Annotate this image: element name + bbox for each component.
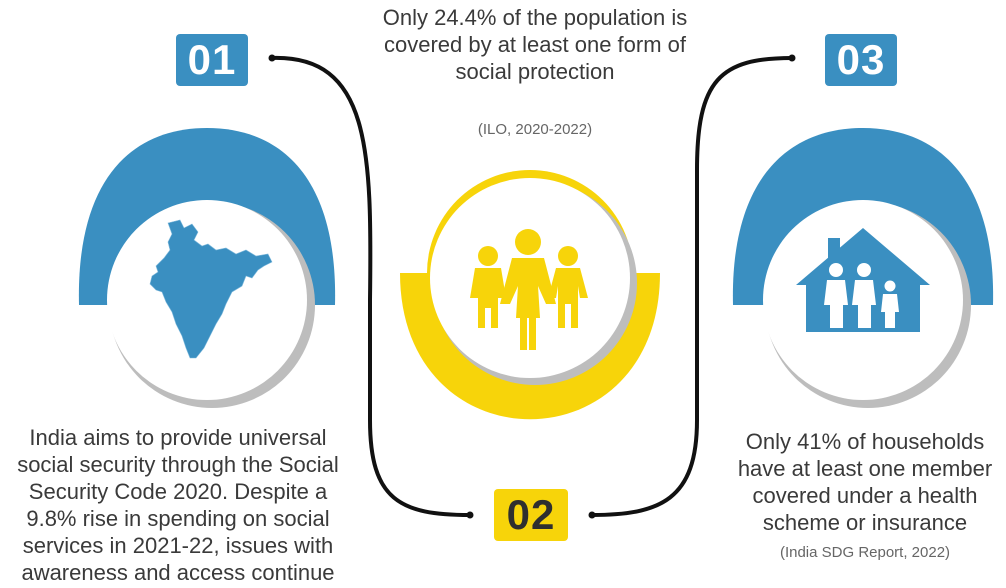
step-03-circle [732,128,994,408]
step-01-text: India aims to provide universal social s… [17,425,339,585]
step-02-badge: 02 [494,489,568,541]
step-01-badge: 01 [176,34,248,86]
step-02-circle [400,170,660,420]
step-03-badge: 03 [825,34,897,86]
people-group-icon [470,229,588,350]
connector-01-02 [270,55,472,517]
step-02-source: (ILO, 2020-2022) [477,121,593,138]
step-03-text: Only 41% of households have at least one… [737,429,993,535]
step-02-text: Only 24.4% of the population is covered … [382,5,688,84]
step-03-source: (India SDG Report, 2022) [779,544,951,561]
connector-02-03 [590,56,794,517]
step-01-circle [78,128,336,408]
family-house-icon [796,228,930,332]
india-map-icon [149,219,273,359]
